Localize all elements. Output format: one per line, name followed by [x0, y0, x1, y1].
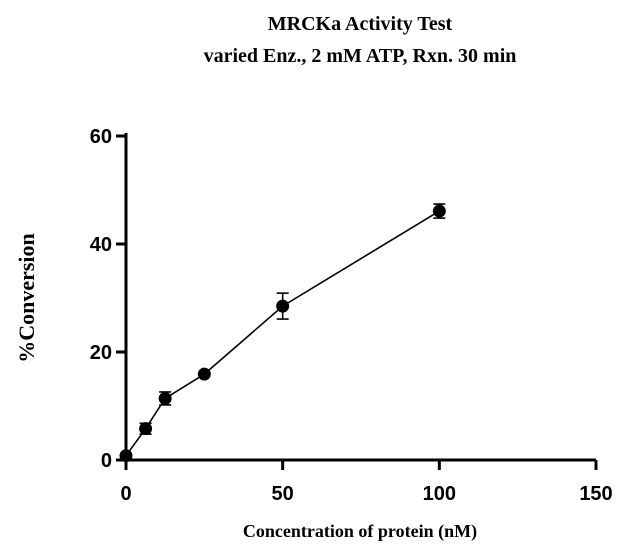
y-axis-label: %Conversion: [14, 233, 39, 363]
data-point: [139, 422, 153, 436]
x-tick-label: 50: [272, 483, 294, 505]
data-point: [276, 299, 290, 313]
chart-title: MRCKa Activity Test: [268, 13, 453, 35]
x-tick-label: 100: [423, 483, 456, 505]
data-layer: [119, 203, 446, 463]
x-axis-label: Concentration of protein (nM): [243, 521, 477, 542]
y-tick-label: 60: [90, 126, 112, 148]
x-tick-label: 150: [579, 483, 612, 505]
x-axis: 0 50 100 150: [120, 458, 613, 505]
series-line: [125, 210, 440, 457]
y-axis: 0 20 40 60: [90, 126, 128, 472]
data-point: [197, 367, 211, 381]
data-point: [432, 204, 446, 218]
x-tick-label: 0: [120, 483, 131, 505]
data-point: [119, 449, 133, 463]
chart-subtitle: varied Enz., 2 mM ATP, Rxn. 30 min: [204, 45, 517, 67]
y-tick-label: 0: [101, 450, 112, 472]
data-point: [158, 391, 172, 405]
y-tick-label: 20: [90, 342, 112, 364]
y-tick-label: 40: [90, 234, 112, 256]
